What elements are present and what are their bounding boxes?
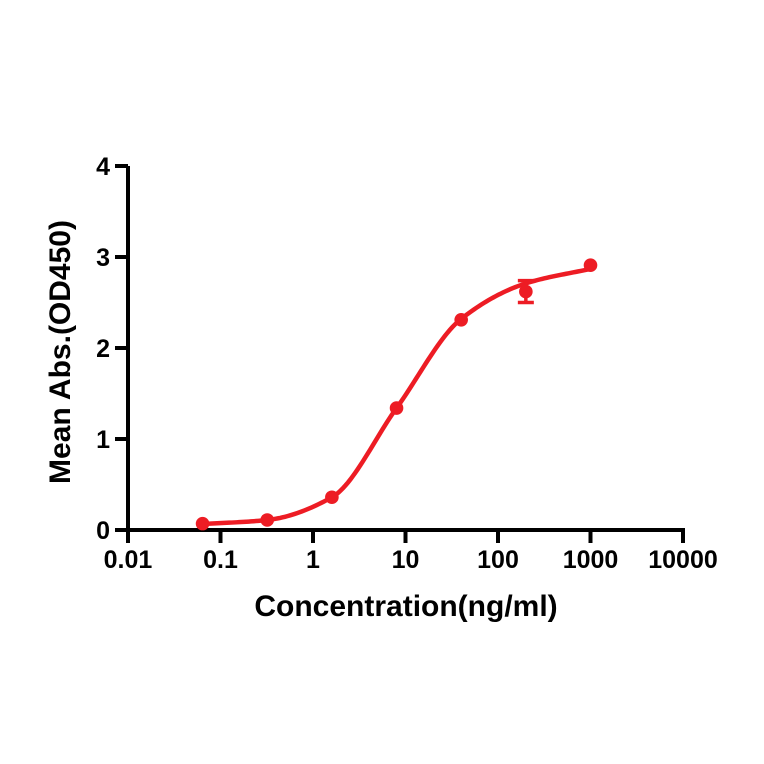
x-tick-label: 10 bbox=[392, 546, 420, 574]
data-point bbox=[389, 401, 404, 415]
data-point bbox=[260, 513, 275, 527]
data-point bbox=[519, 284, 533, 299]
y-tick-label: 3 bbox=[96, 244, 110, 272]
x-axis-title: Concentration(ng/ml) bbox=[254, 590, 557, 623]
x-tick-label: 100 bbox=[477, 546, 519, 574]
axis-ticks bbox=[115, 164, 685, 543]
fit-curve-line bbox=[200, 266, 593, 527]
y-tick-label: 1 bbox=[96, 426, 110, 454]
data-point bbox=[325, 490, 339, 505]
x-tick-label: 0.01 bbox=[104, 546, 153, 574]
y-tick-label: 0 bbox=[96, 517, 110, 545]
x-tick-label: 1 bbox=[306, 546, 320, 574]
y-tick-label: 2 bbox=[96, 335, 110, 363]
x-tick-label: 10000 bbox=[648, 546, 718, 574]
x-tick-label: 1000 bbox=[563, 546, 619, 574]
data-point bbox=[583, 258, 598, 272]
x-tick-label: 0.1 bbox=[203, 546, 238, 574]
data-point bbox=[195, 516, 210, 531]
axis-tick-labels: 0 1 2 3 4 0.01 0.1 1 10 100 1000 10000 bbox=[96, 153, 718, 574]
data-point bbox=[454, 312, 468, 327]
y-axis-title: Mean Abs.(OD450) bbox=[44, 220, 77, 484]
y-tick-label: 4 bbox=[96, 153, 110, 181]
axes bbox=[126, 166, 685, 532]
series-layer bbox=[195, 258, 598, 531]
